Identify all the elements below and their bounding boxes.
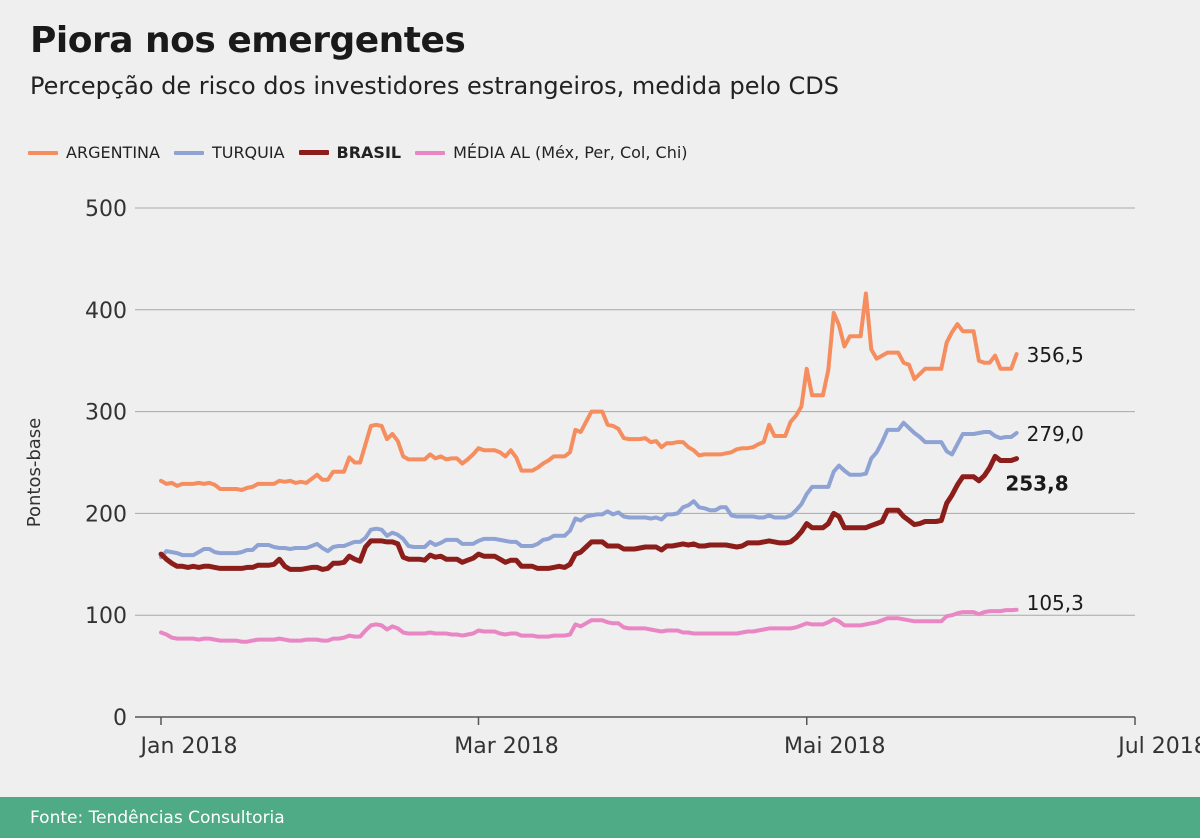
y-tick-label: 200 <box>85 502 127 527</box>
legend-swatch-turquia <box>173 150 204 155</box>
series-line-argentina <box>159 291 1019 492</box>
footer-bar: Fonte: Tendências Consultoria <box>0 797 1200 838</box>
y-tick-label: 400 <box>85 299 127 324</box>
legend-swatch-argentina <box>28 150 58 155</box>
x-tick-label: Jan 2018 <box>139 734 238 759</box>
series-line-turquia <box>159 420 1019 560</box>
y-tick-label: 100 <box>85 604 127 629</box>
legend-item-brasil: BRASIL <box>298 143 402 162</box>
end-value-label-turquia: 279,0 <box>1027 422 1084 446</box>
chart-title: Piora nos emergentes <box>30 20 466 61</box>
series-line-brasil <box>158 453 1020 572</box>
end-value-label-argentina: 356,5 <box>1027 343 1084 367</box>
chart-subtitle: Percepção de risco dos investidores estr… <box>30 72 839 100</box>
end-value-label-brasil: 253,8 <box>1005 472 1068 496</box>
legend-item-turquia: TURQUIA <box>173 143 285 162</box>
legend-label-brasil: BRASIL <box>336 143 402 162</box>
y-tick-label: 500 <box>85 197 127 222</box>
source-text: Fonte: Tendências Consultoria <box>30 807 285 828</box>
legend-swatch-brasil <box>298 150 329 155</box>
x-tick-label: Jul 2018 <box>1116 734 1200 759</box>
y-axis-title: Pontos-base <box>24 418 45 528</box>
legend-swatch-media-al <box>415 150 446 155</box>
legend-label-argentina: ARGENTINA <box>66 143 160 162</box>
x-tick-label: Mai 2018 <box>784 734 886 759</box>
end-value-label-média: 105,3 <box>1027 591 1084 615</box>
line-chart: 0 100 200 300 400 500 Jan 2018 Mar 2018 Mai 2018… <box>24 197 1200 759</box>
legend-label-media-al: MÉDIA AL (Méx, Per, Col, Chi) <box>453 143 688 162</box>
y-tick-label: 300 <box>85 401 127 426</box>
series-line-média <box>159 607 1019 644</box>
legend-item-media-al: MÉDIA AL (Méx, Per, Col, Chi) <box>415 143 688 162</box>
legend-label-turquia: TURQUIA <box>211 143 285 162</box>
chart-legend: ARGENTINA TURQUIA BRASIL MÉDIA AL (Méx, … <box>28 143 702 162</box>
y-tick-label: 0 <box>113 706 127 731</box>
x-tick-label: Mar 2018 <box>454 734 559 759</box>
legend-item-argentina: ARGENTINA <box>28 143 160 162</box>
